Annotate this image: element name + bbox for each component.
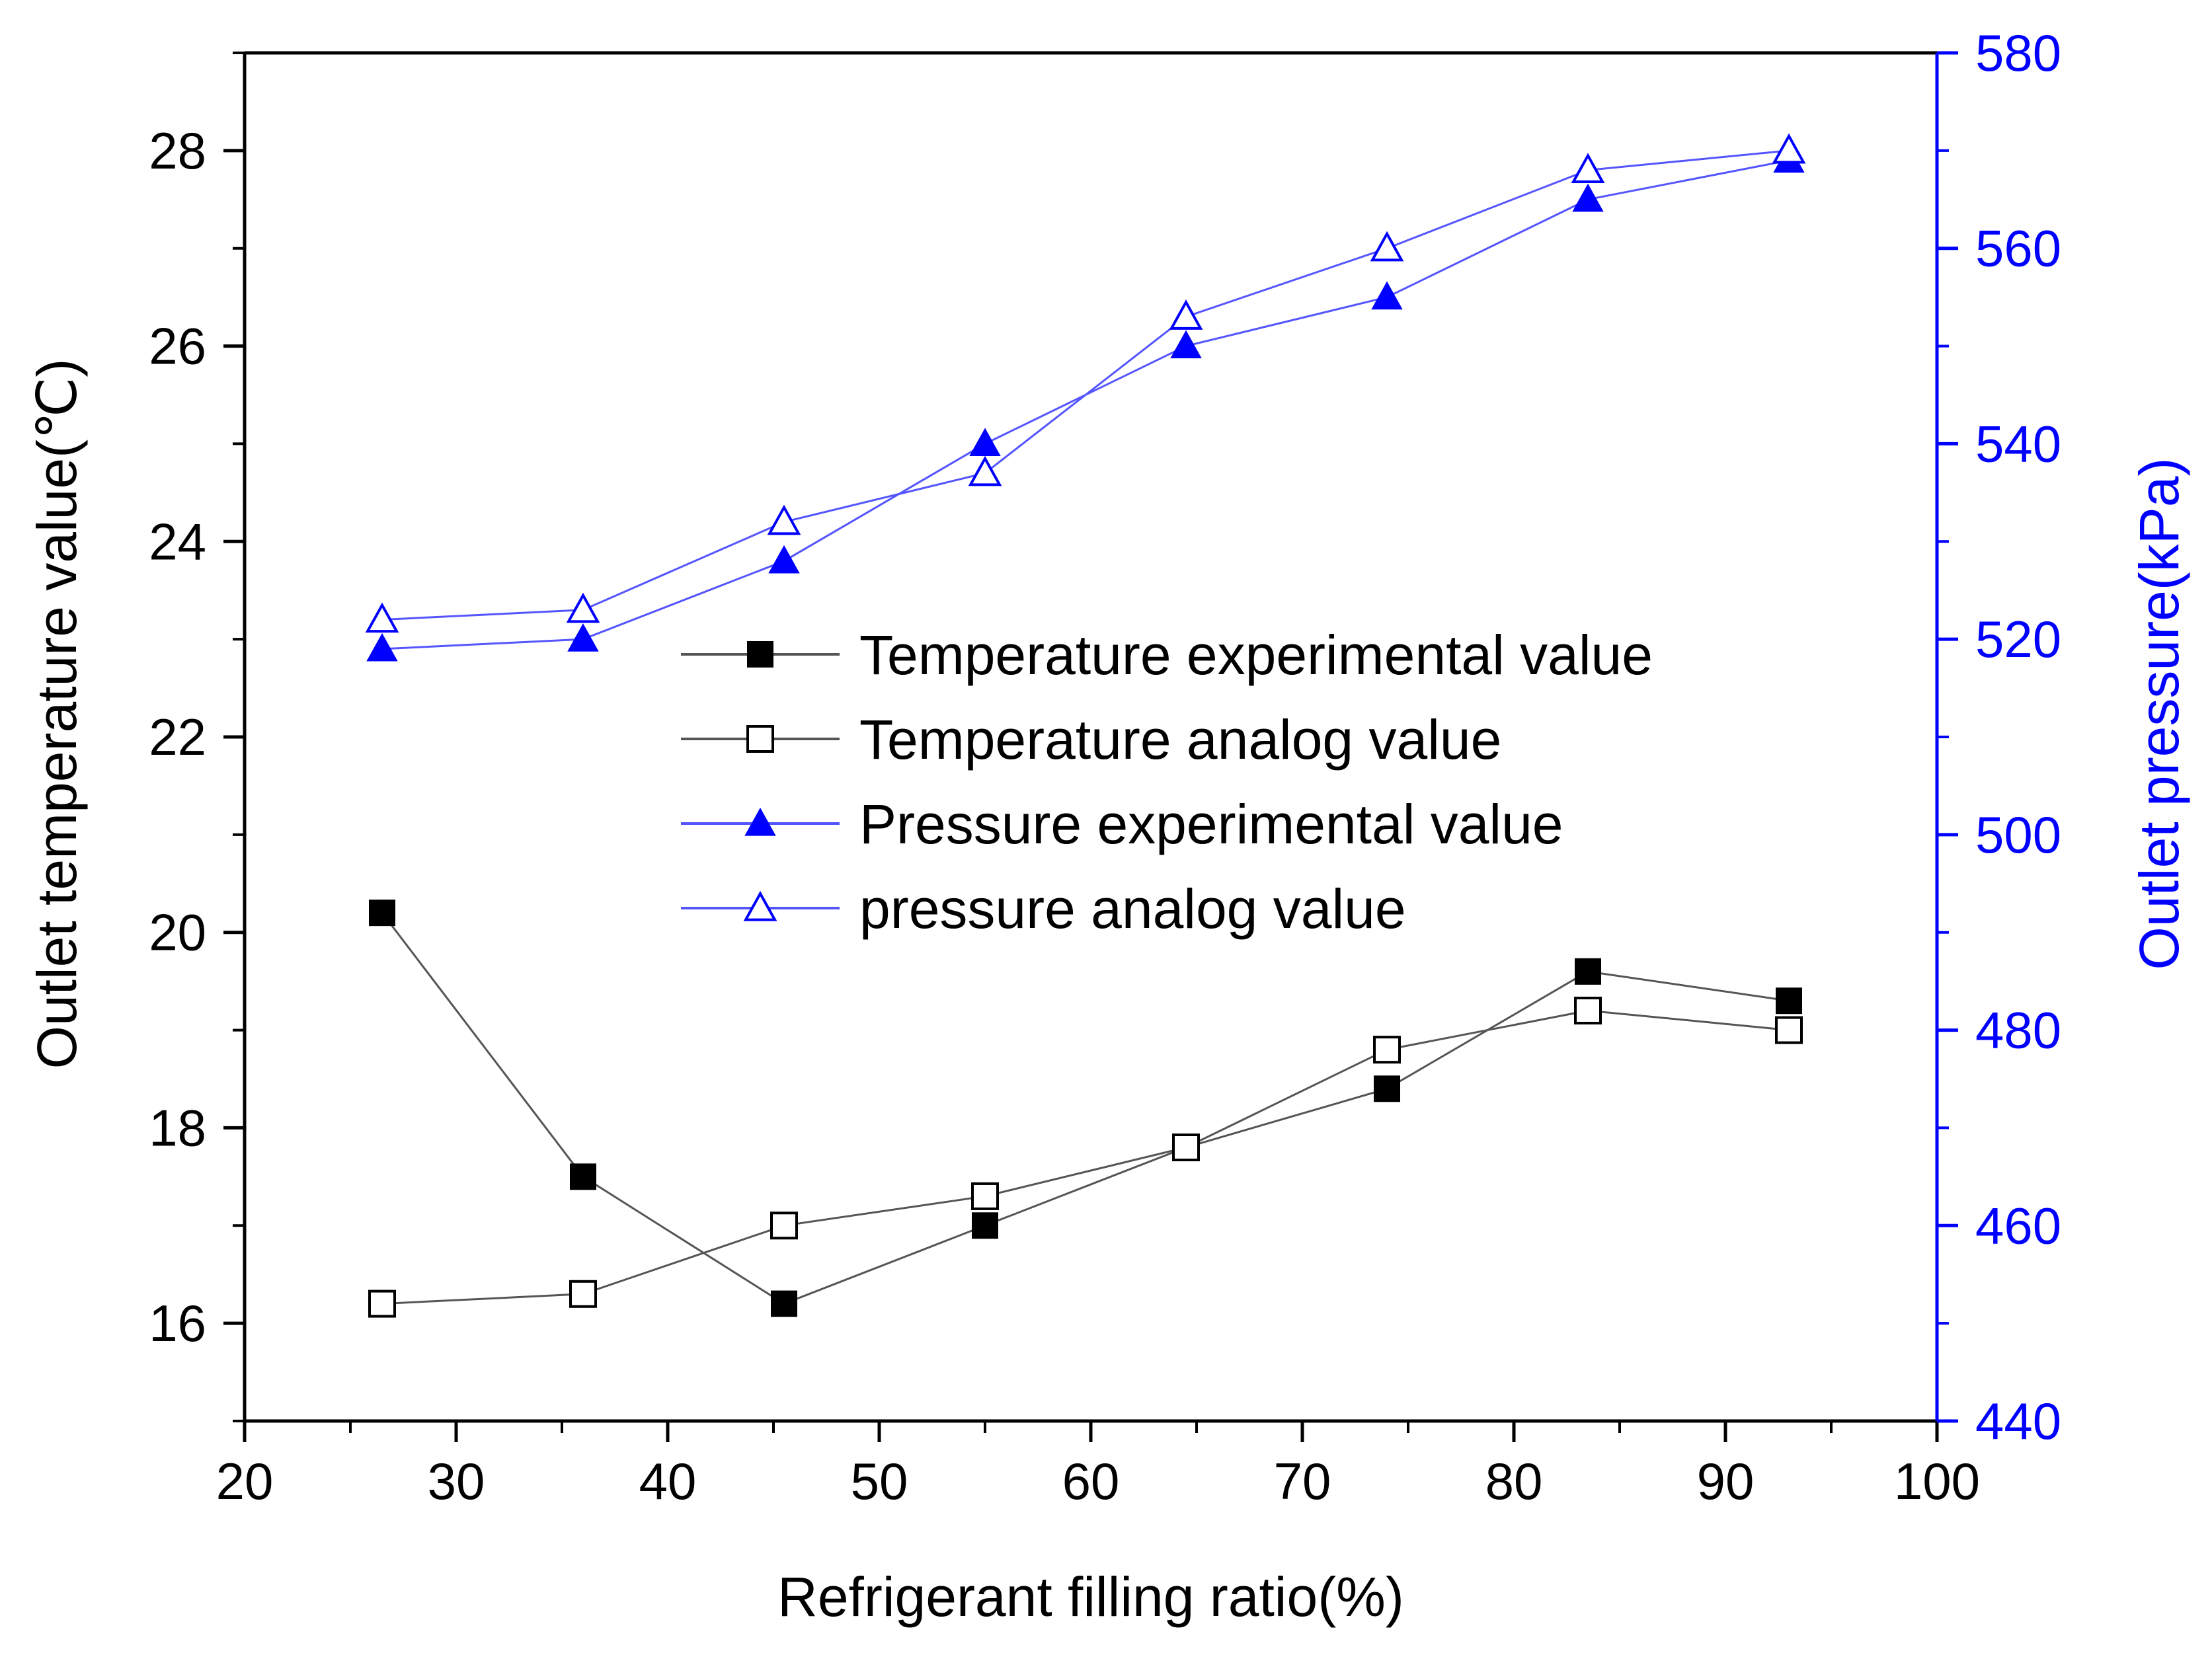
- data-point: [1371, 281, 1403, 310]
- y2-tick-label: 500: [1975, 806, 2061, 864]
- y2-tick-label: 580: [1975, 24, 2061, 82]
- y2-tick-label: 520: [1975, 610, 2061, 668]
- y2-tick-label: 460: [1975, 1196, 2061, 1254]
- data-point: [1772, 133, 1806, 164]
- legend-label: pressure analog value: [859, 878, 1406, 940]
- data-point: [569, 1280, 597, 1308]
- y-tick-label: 18: [149, 1098, 206, 1157]
- data-point: [365, 602, 399, 633]
- legend-marker: [747, 641, 773, 668]
- data-point: [771, 1290, 797, 1317]
- data-point: [1370, 231, 1404, 262]
- y-axis-right-title: Outlet pressure(kPa): [2128, 458, 2190, 970]
- x-tick-label: 70: [1274, 1452, 1331, 1510]
- x-tick-label: 100: [1894, 1452, 1980, 1510]
- data-point: [368, 1289, 396, 1318]
- legend-marker: [743, 890, 777, 921]
- y-tick-label: 24: [149, 512, 206, 570]
- legend-label: Temperature experimental value: [859, 624, 1653, 686]
- series-line: [381, 1009, 1790, 1305]
- data-point: [366, 633, 398, 662]
- data-point: [1169, 299, 1203, 330]
- data-point: [1574, 997, 1602, 1024]
- data-point: [1571, 153, 1605, 184]
- x-tick-label: 90: [1697, 1452, 1755, 1510]
- x-axis: 20 30 40 50 60 70 80 90 100: [216, 1421, 1980, 1510]
- legend-item: pressure analog value: [681, 878, 1406, 940]
- x-tick-label: 40: [639, 1452, 697, 1510]
- y-axis-left: 16 18 20 22 24 26 28: [149, 52, 245, 1422]
- x-tick-label: 20: [216, 1452, 274, 1510]
- y-axis-right: 440 460 480 500 520 540 560 580: [1937, 24, 2061, 1450]
- data-point: [566, 592, 600, 623]
- legend-label: Temperature analog value: [859, 709, 1501, 771]
- series-4: [365, 133, 1806, 633]
- x-tick-label: 50: [851, 1452, 908, 1510]
- data-point: [1172, 1134, 1200, 1161]
- legend-item: Temperature experimental value: [681, 624, 1653, 686]
- data-point: [968, 455, 1002, 486]
- y-tick-label: 20: [149, 903, 206, 962]
- legend-item: Pressure experimental value: [681, 793, 1563, 855]
- data-point: [1776, 987, 1802, 1015]
- series-line: [381, 149, 1790, 621]
- data-point: [768, 545, 800, 574]
- y-axis-left-title: Outlet temperature value(℃): [26, 359, 88, 1069]
- data-point: [972, 1212, 998, 1239]
- data-point: [369, 900, 395, 927]
- y2-tick-label: 560: [1975, 219, 2061, 278]
- data-point: [1575, 958, 1601, 985]
- data-point: [971, 1182, 999, 1210]
- x-tick-label: 30: [428, 1452, 485, 1510]
- data-point: [1572, 183, 1604, 212]
- legend: Temperature experimental value Temperatur…: [681, 624, 1653, 940]
- legend-marker: [746, 725, 774, 753]
- y2-tick-label: 440: [1975, 1392, 2061, 1450]
- y2-tick-label: 540: [1975, 414, 2061, 473]
- x-tick-label: 80: [1485, 1452, 1543, 1510]
- y2-tick-label: 480: [1975, 1001, 2061, 1059]
- y-tick-label: 16: [149, 1294, 206, 1352]
- y-tick-label: 28: [149, 122, 206, 180]
- data-point: [767, 504, 801, 535]
- x-tick-label: 60: [1062, 1452, 1120, 1510]
- data-point: [1374, 1075, 1400, 1102]
- legend-label: Pressure experimental value: [859, 793, 1563, 855]
- data-point: [1775, 1016, 1803, 1044]
- data-point: [570, 1163, 596, 1190]
- series-line: [381, 912, 1790, 1305]
- legend-item: Temperature analog value: [681, 709, 1501, 771]
- data-point: [567, 623, 599, 652]
- data-point: [770, 1211, 798, 1240]
- legend-marker: [744, 807, 776, 836]
- data-point: [969, 428, 1001, 457]
- data-point: [1170, 330, 1202, 359]
- series-2: [368, 997, 1803, 1318]
- series-layer: [365, 133, 1806, 1318]
- y-tick-label: 22: [149, 708, 206, 766]
- y-tick-label: 26: [149, 317, 206, 375]
- data-point: [1373, 1036, 1401, 1064]
- x-axis-title: Refrigerant filling ratio(%): [777, 1566, 1404, 1628]
